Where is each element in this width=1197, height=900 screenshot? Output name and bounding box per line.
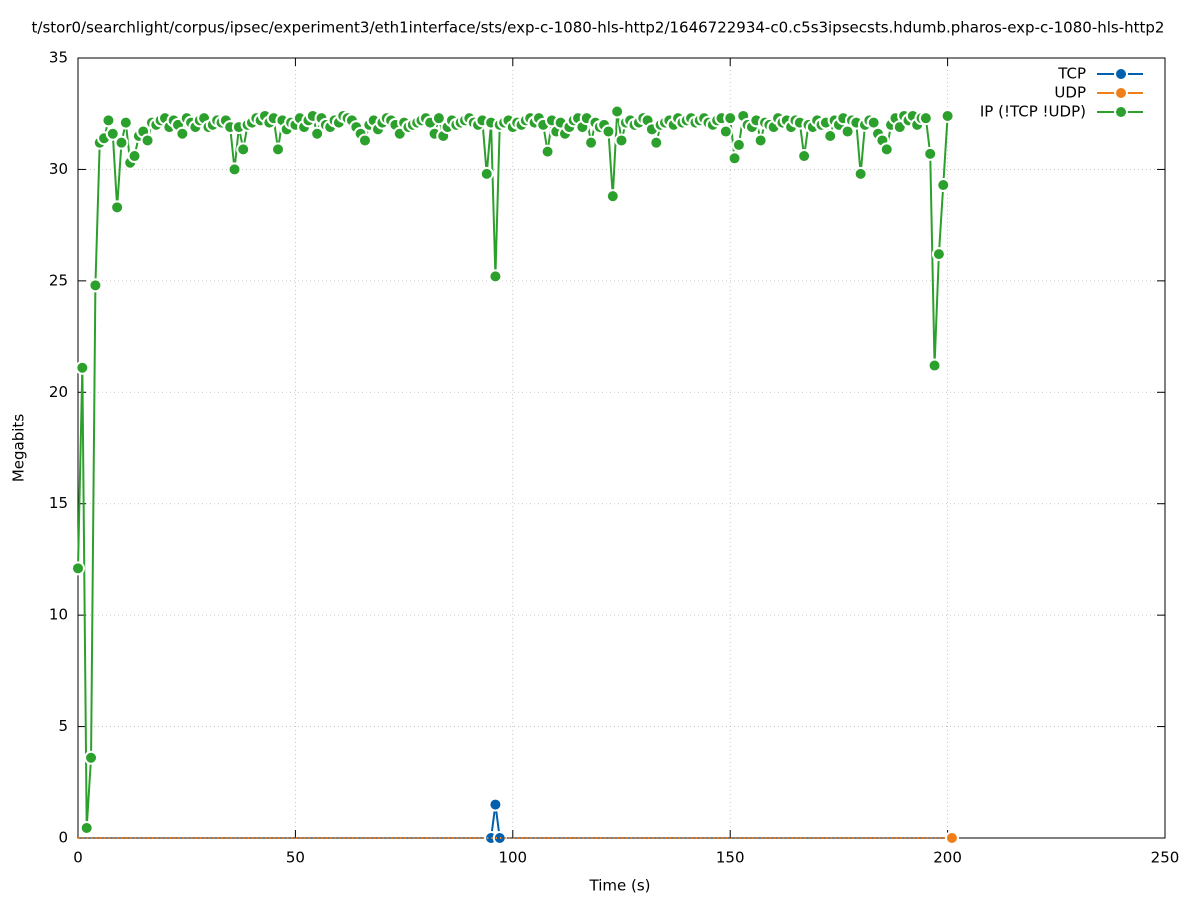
data-point (610, 104, 625, 119)
y-tick-label: 35 (49, 49, 68, 67)
data-point (853, 166, 868, 181)
data-point (601, 124, 616, 139)
data-point (271, 142, 286, 157)
data-point (823, 129, 838, 143)
legend-label: UDP (1054, 84, 1086, 102)
x-tick-label: 200 (933, 849, 962, 867)
x-tick-label: 150 (716, 849, 745, 867)
data-point (310, 126, 325, 141)
x-tick-label: 0 (73, 849, 83, 867)
data-point (118, 115, 133, 130)
data-point (718, 124, 733, 139)
legend-marker (1114, 86, 1128, 100)
legend-marker (1114, 67, 1128, 81)
data-point (88, 278, 103, 293)
data-point (797, 149, 812, 164)
y-tick-label: 15 (49, 494, 68, 512)
data-point (492, 831, 507, 845)
y-tick-label: 10 (49, 606, 68, 624)
data-point (110, 200, 125, 215)
data-point (605, 189, 620, 204)
data-point (101, 113, 116, 128)
data-point (584, 135, 599, 150)
data-point (936, 178, 951, 193)
data-point (879, 142, 894, 157)
y-tick-label: 0 (58, 829, 68, 847)
data-point (940, 108, 955, 123)
y-tick-label: 25 (49, 271, 68, 289)
chart-title: t/stor0/searchlight/corpus/ipsec/experim… (32, 19, 1165, 37)
legend-label: TCP (1057, 65, 1086, 83)
data-point (614, 133, 629, 148)
data-point (227, 162, 242, 177)
x-tick-label: 100 (498, 849, 527, 867)
data-point (79, 820, 94, 835)
y-tick-label: 5 (58, 717, 68, 735)
data-point (75, 360, 90, 375)
data-point (540, 144, 555, 159)
data-point (71, 561, 85, 576)
data-point (753, 133, 768, 148)
data-point (479, 166, 494, 181)
data-point (127, 149, 142, 164)
x-axis-label: Time (s) (589, 877, 651, 895)
data-point (731, 137, 746, 152)
legend-label: IP (!TCP !UDP) (980, 103, 1086, 121)
data-point (918, 111, 933, 126)
plot-frame (77, 57, 1166, 839)
legend-marker (1114, 105, 1128, 119)
data-point (114, 135, 129, 150)
data-point (84, 750, 99, 765)
x-tick-label: 250 (1151, 849, 1180, 867)
data-point (488, 797, 503, 812)
data-point (431, 111, 446, 126)
y-tick-label: 30 (49, 160, 68, 178)
data-point (488, 269, 503, 284)
data-point (931, 247, 946, 262)
data-point (175, 126, 190, 141)
data-point (649, 135, 664, 150)
data-point (923, 146, 938, 161)
data-point (140, 133, 155, 148)
y-tick-label: 20 (49, 383, 68, 401)
data-point (236, 142, 251, 157)
data-point (105, 126, 120, 141)
data-point (944, 831, 959, 845)
data-point (727, 151, 742, 166)
data-point (357, 133, 372, 148)
x-tick-label: 50 (286, 849, 305, 867)
data-point (723, 111, 738, 126)
y-axis-label: Megabits (10, 414, 28, 482)
data-point (927, 358, 942, 373)
